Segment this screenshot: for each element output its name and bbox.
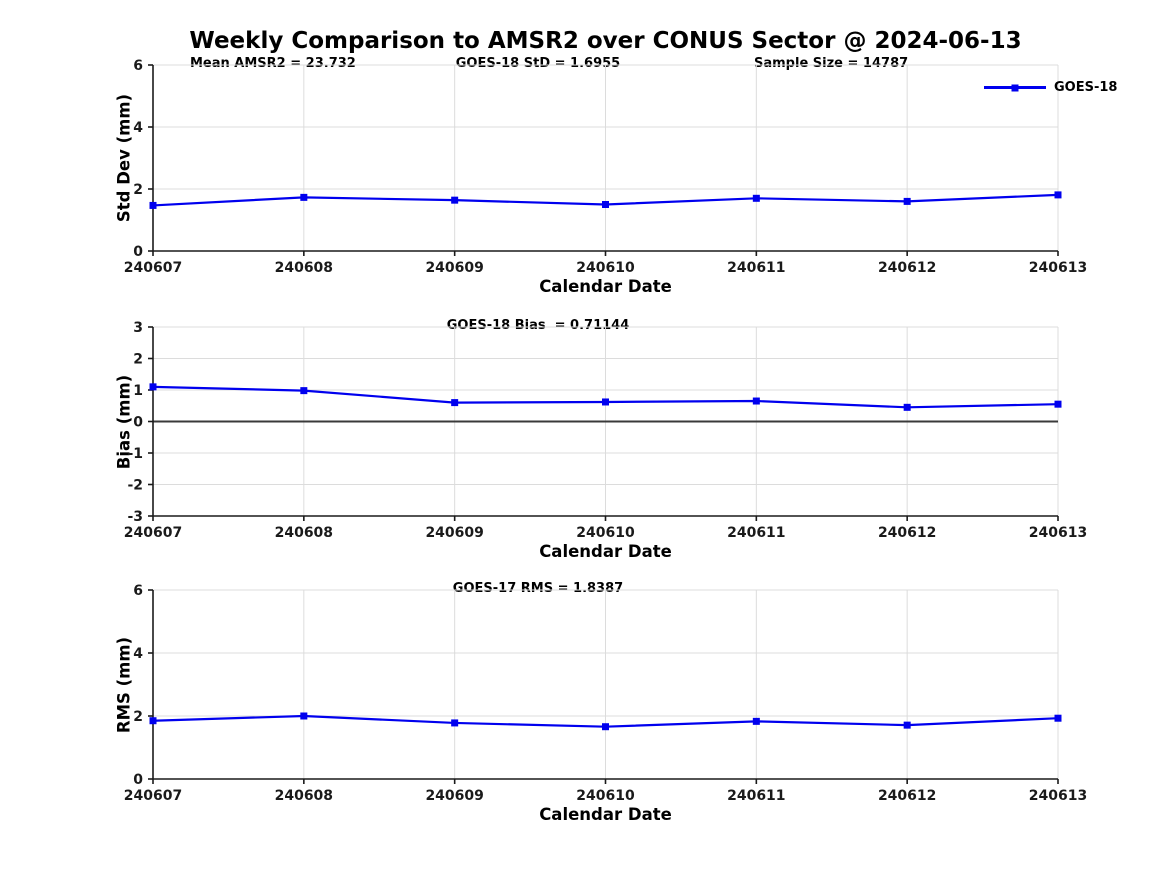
data-point-marker	[451, 399, 459, 407]
data-point-marker	[300, 387, 308, 395]
rms-plot: 0 2 4 6 240607 240608 240609 240610 240611 240612…	[124, 583, 1087, 804]
data-point-marker	[300, 712, 308, 720]
x-tick-label: 240607	[124, 260, 182, 276]
y-tick-label: 6	[133, 58, 143, 74]
x-tick-label: 240610	[576, 525, 635, 541]
y-tick-label: -3	[127, 509, 143, 525]
y-tick-label: 0	[133, 415, 143, 431]
x-tick-label: 240613	[1029, 525, 1087, 541]
y-tick-label: 2	[133, 182, 143, 198]
goes18-std-annotation: GOES-18 StD = 1.6955	[455, 56, 621, 71]
rms-y-axis-label: RMS (mm)	[114, 636, 134, 733]
data-point-marker	[903, 197, 911, 205]
x-tick-label: 240608	[275, 260, 333, 276]
bias-x-axis-label: Calendar Date	[539, 542, 672, 561]
y-tick-label: 4	[133, 646, 143, 662]
x-tick-label: 240611	[727, 260, 785, 276]
data-point-marker	[1054, 400, 1062, 408]
legend: GOES-18	[984, 80, 1117, 95]
x-tick-label: 240607	[124, 525, 182, 541]
y-tick-label: 1	[133, 383, 143, 399]
y-tick-label: 0	[133, 772, 143, 788]
x-tick-label: 240611	[727, 525, 785, 541]
goes18-bias-annotation: GOES-18 Bias = 0.71144	[446, 318, 630, 333]
y-tick-label: 2	[133, 709, 143, 725]
legend-label: GOES-18	[1054, 80, 1118, 95]
y-tick-label: -1	[127, 446, 143, 462]
bias-panel: GOES-18 Bias = 0.71144 Bias (mm) -3 -2 -1 0…	[0, 318, 1167, 561]
y-tick-label: 0	[133, 244, 143, 260]
data-point-marker	[300, 193, 308, 201]
data-point-marker	[752, 397, 760, 405]
data-point-marker	[903, 403, 911, 411]
x-tick-label: 240608	[275, 788, 333, 804]
data-point-marker	[1054, 714, 1062, 722]
x-tick-label: 240609	[425, 525, 483, 541]
legend-line-sample	[984, 84, 1046, 91]
x-tick-label: 240610	[576, 788, 635, 804]
stddev-x-axis-label: Calendar Date	[539, 277, 672, 296]
data-point-marker	[602, 723, 609, 731]
chart-title: Weekly Comparison to AMSR2 over CONUS Se…	[189, 28, 1022, 54]
y-tick-label: 2	[133, 352, 143, 368]
data-point-marker	[903, 721, 911, 729]
data-point-marker	[451, 719, 459, 727]
data-point-marker	[752, 717, 760, 725]
rms-panel: GOES-17 RMS = 1.8387 RMS (mm) 0 2 4 6 240607…	[0, 581, 1167, 824]
y-tick-label: -2	[127, 478, 143, 494]
x-tick-label: 240609	[425, 788, 483, 804]
x-tick-label: 240612	[878, 525, 936, 541]
rms-x-axis-label: Calendar Date	[539, 805, 672, 824]
data-point-marker	[602, 201, 609, 208]
x-tick-label: 240607	[124, 788, 182, 804]
data-point-marker	[1054, 191, 1062, 199]
y-tick-label: 3	[133, 320, 143, 336]
x-tick-label: 240613	[1029, 788, 1087, 804]
bias-plot: -3 -2 -1 0 1 2 3 240607 240608 240609 240610 240611…	[124, 320, 1087, 541]
data-point-marker	[602, 398, 609, 406]
sample-size-annotation: Sample Size = 14787	[754, 56, 909, 71]
legend-marker-icon	[1011, 84, 1019, 91]
x-tick-label: 240611	[727, 788, 785, 804]
data-point-marker	[752, 194, 760, 202]
x-tick-label: 240610	[576, 260, 635, 276]
data-point-marker	[149, 383, 157, 391]
x-tick-label: 240609	[425, 260, 483, 276]
x-tick-label: 240612	[878, 788, 936, 804]
y-tick-label: 4	[133, 120, 143, 136]
data-point-marker	[149, 717, 157, 725]
stddev-plot: 0 2 4 6 240607 240608 240609 240610 240611 240612…	[124, 58, 1087, 276]
data-point-marker	[149, 201, 157, 209]
goes17-rms-annotation: GOES-17 RMS = 1.8387	[452, 581, 624, 596]
x-tick-label: 240612	[878, 260, 936, 276]
stddev-panel: Mean AMSR2 = 23.732 GOES-18 StD = 1.6955…	[0, 56, 1167, 296]
mean-amsr2-annotation: Mean AMSR2 = 23.732	[190, 56, 356, 71]
x-tick-label: 240608	[275, 525, 333, 541]
data-point-marker	[451, 196, 459, 204]
stddev-y-axis-label: Std Dev (mm)	[114, 93, 134, 223]
y-tick-label: 6	[133, 583, 143, 599]
x-tick-label: 240613	[1029, 260, 1087, 276]
